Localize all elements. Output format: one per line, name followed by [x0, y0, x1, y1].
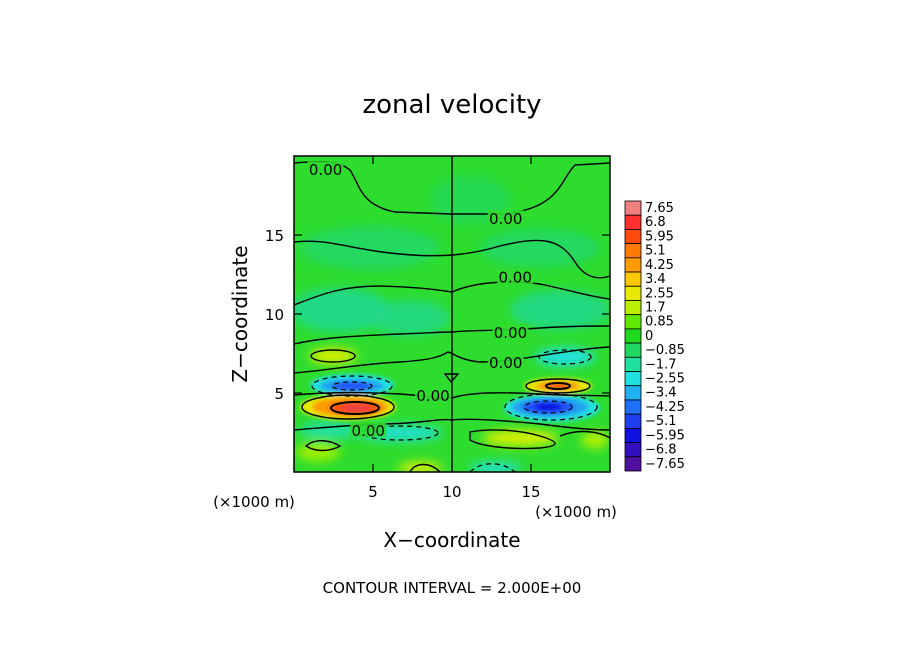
- contour-label: 0.00: [498, 269, 531, 287]
- chart-title: zonal velocity: [362, 90, 541, 120]
- field-shading: [294, 175, 610, 472]
- contour-label-bg: [307, 161, 344, 177]
- colorbar-swatch: [624, 243, 642, 259]
- contour-label: 0.00: [352, 422, 385, 440]
- colorbar-label: 2.55: [645, 286, 674, 301]
- contour-label-bg: [487, 210, 524, 226]
- x-axis-label: X−coordinate: [383, 528, 520, 552]
- colorbar-swatch: [624, 229, 642, 245]
- field-cores: [300, 374, 600, 422]
- colorbar-label: −5.1: [645, 414, 677, 429]
- plot-area: 0.00 0.00 0.00 0.00 0.00 0.00 0.00: [294, 156, 610, 472]
- colorbar-swatch: [624, 300, 642, 316]
- colorbar-swatch: [624, 285, 642, 301]
- y-tick-label: 5: [274, 385, 284, 403]
- contour-interval-footer: CONTOUR INTERVAL = 2.000E+00: [323, 579, 582, 597]
- colorbar-label: −3.4: [645, 386, 677, 401]
- x-unit-right: (×1000 m): [535, 503, 617, 521]
- colorbar-swatch: [624, 442, 642, 458]
- colorbar-label: 1.7: [645, 300, 666, 315]
- contour-label-bg: [497, 268, 534, 284]
- y-axis-label: Z−coordinate: [228, 245, 252, 382]
- contour-label: 0.00: [309, 161, 342, 179]
- colorbar-label: −5.95: [645, 428, 685, 443]
- y-tick-label: 15: [265, 227, 284, 245]
- colorbar-label: −0.85: [645, 343, 685, 358]
- y-axis-ticks: 5 10 15: [265, 227, 610, 403]
- contour-label-bg: [415, 387, 452, 403]
- contour-label-bg: [492, 323, 529, 339]
- contour-label: 0.00: [489, 354, 522, 372]
- colorbar-swatch: [624, 385, 642, 401]
- colorbar-swatch: [624, 342, 642, 358]
- colorbar-swatch: [624, 271, 642, 287]
- negative-contours: [311, 349, 598, 472]
- y-tick-label: 10: [265, 306, 284, 324]
- colorbar-swatch: [624, 399, 642, 415]
- colorbar: 7.656.85.955.14.253.42.551.70.850−0.85−1…: [624, 200, 685, 472]
- x-unit-left: (×1000 m): [213, 493, 295, 511]
- contour-label: 0.00: [416, 387, 449, 405]
- colorbar-swatch: [624, 328, 642, 344]
- colorbar-swatch: [624, 456, 642, 472]
- contour-label-bg: [487, 353, 524, 369]
- colorbar-label: −1.7: [645, 357, 677, 372]
- contour-label-bg: [350, 421, 387, 437]
- contour-label: 0.00: [489, 210, 522, 228]
- colorbar-label: 3.4: [645, 272, 666, 287]
- colorbar-label: 0.85: [645, 315, 674, 330]
- colorbar-label: 6.8: [645, 215, 666, 230]
- x-tick-label: 5: [368, 483, 378, 501]
- colorbar-swatch: [624, 413, 642, 429]
- colorbar-label: 5.95: [645, 229, 674, 244]
- contour-labels: 0.00 0.00 0.00 0.00 0.00 0.00 0.00: [307, 161, 534, 440]
- colorbar-swatch: [624, 356, 642, 372]
- colorbar-swatch: [624, 427, 642, 443]
- colorbar-swatch: [624, 371, 642, 387]
- x-axis-ticks: 5 10 15: [368, 156, 541, 501]
- colorbar-swatch: [624, 214, 642, 230]
- x-tick-label: 10: [442, 483, 461, 501]
- colorbar-swatch: [624, 257, 642, 273]
- colorbar-label: −4.25: [645, 400, 685, 415]
- contour-label: 0.00: [494, 324, 527, 342]
- colorbar-label: −6.8: [645, 443, 677, 458]
- colorbar-label: 4.25: [645, 258, 674, 273]
- colorbar-label: 7.65: [645, 201, 674, 216]
- colorbar-label: −2.55: [645, 372, 685, 387]
- colorbar-label: 0: [645, 329, 653, 344]
- colorbar-swatch: [624, 200, 642, 216]
- colorbar-label: 5.1: [645, 244, 666, 259]
- x-tick-label: 15: [521, 483, 540, 501]
- colorbar-label: −7.65: [645, 457, 685, 472]
- colorbar-swatch: [624, 314, 642, 330]
- contour-lines: [294, 156, 610, 472]
